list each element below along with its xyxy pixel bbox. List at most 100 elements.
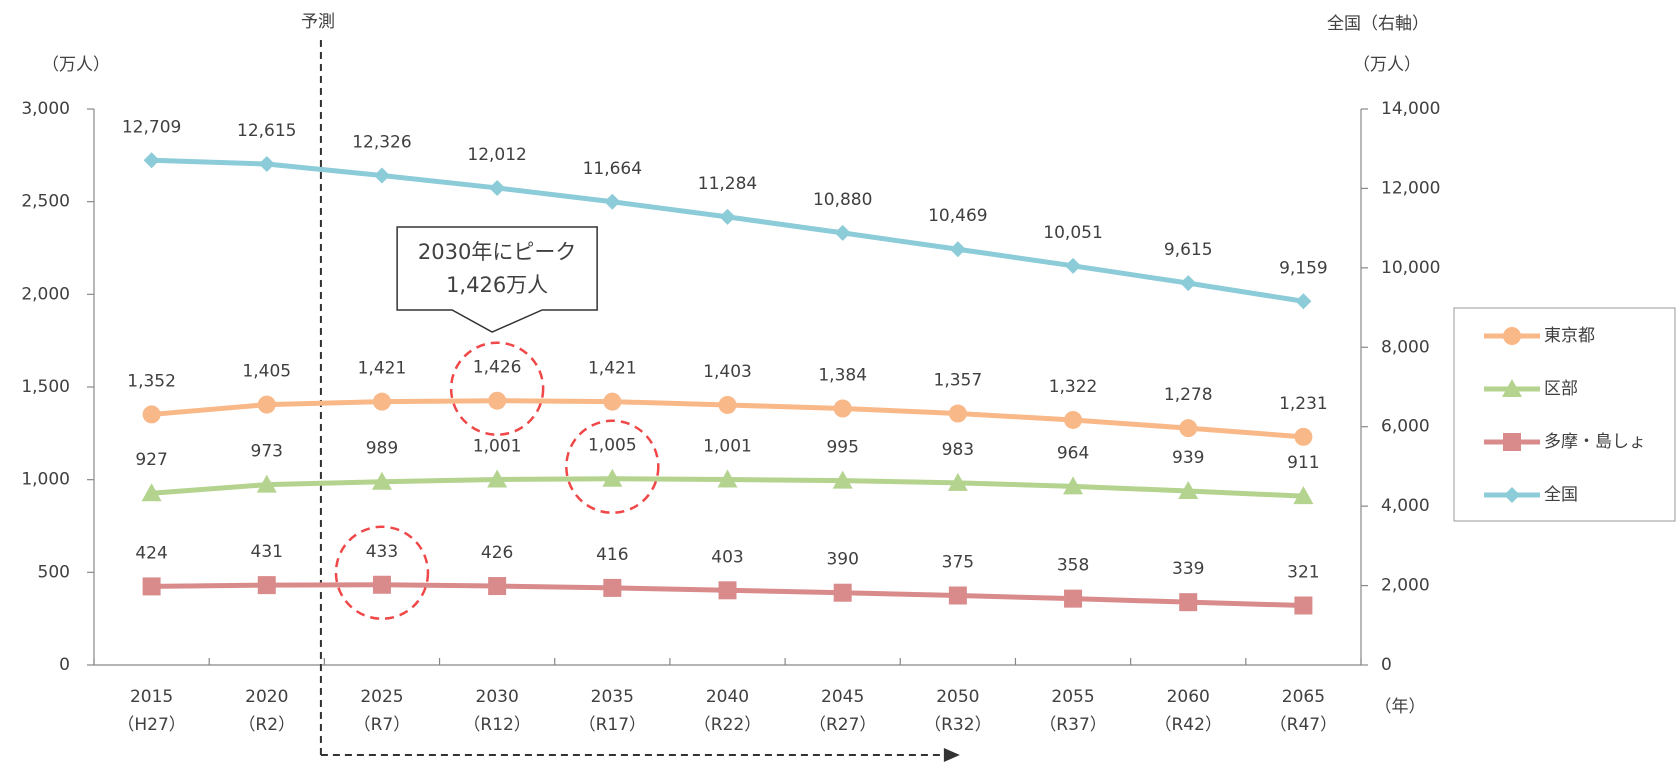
- data-point: [949, 241, 966, 258]
- data-label: 10,051: [1043, 223, 1102, 243]
- y-tick-label: 0: [59, 655, 70, 675]
- data-label: 12,709: [122, 117, 181, 137]
- x-axis-label: （年）: [1375, 697, 1426, 717]
- data-label: 424: [135, 543, 167, 563]
- data-label: 989: [366, 439, 398, 459]
- data-point: [143, 152, 160, 169]
- data-point: [833, 399, 852, 418]
- data-point: [947, 472, 968, 491]
- data-label: 426: [481, 543, 513, 563]
- data-point: [1179, 419, 1198, 438]
- x-tick-label: （R37）: [1039, 715, 1106, 735]
- x-tick-label: 2050: [936, 687, 979, 707]
- legend-box: [1453, 307, 1676, 522]
- data-label: 11,284: [698, 174, 757, 194]
- y2-tick-label: 2,000: [1381, 576, 1430, 596]
- y2-axis-label: （万人）: [1353, 55, 1421, 75]
- y2-tick-label: 0: [1381, 655, 1392, 675]
- data-label: 12,326: [352, 132, 411, 152]
- data-label: 390: [826, 550, 858, 570]
- data-point: [948, 586, 967, 605]
- data-label: 1,405: [242, 362, 291, 382]
- x-tick-label: （R32）: [924, 715, 991, 735]
- x-tick-label: 2035: [591, 687, 634, 707]
- data-point: [1065, 257, 1082, 274]
- data-label: 10,880: [813, 190, 872, 210]
- highlight-circle: [449, 341, 545, 436]
- data-label: 927: [135, 450, 167, 470]
- legend-label: 多摩・島しょ: [1544, 432, 1646, 452]
- data-label: 1,421: [358, 359, 407, 379]
- y-tick-label: 2,500: [21, 192, 70, 212]
- arrow-head: [943, 748, 960, 762]
- data-point: [719, 208, 736, 225]
- legend-marker: [1504, 487, 1520, 503]
- data-label: 416: [596, 545, 628, 565]
- data-point: [1064, 589, 1083, 608]
- data-point: [257, 576, 276, 595]
- data-label: 1,322: [1049, 377, 1098, 397]
- data-point: [1293, 486, 1314, 505]
- data-label: 964: [1057, 443, 1089, 463]
- data-label: 1,421: [588, 359, 637, 379]
- data-label: 431: [251, 542, 283, 562]
- data-point: [373, 167, 390, 184]
- data-point: [372, 392, 391, 411]
- legend-marker: [1502, 379, 1522, 397]
- x-tick-label: 2045: [821, 687, 864, 707]
- callout-text: 2030年にピーク: [418, 240, 576, 264]
- callout: [396, 226, 598, 333]
- data-label: 321: [1287, 563, 1319, 583]
- data-point: [833, 583, 852, 602]
- data-point: [604, 193, 621, 210]
- y2-tick-label: 8,000: [1381, 337, 1430, 357]
- data-point: [1180, 275, 1197, 292]
- legend-label: 東京都: [1544, 326, 1595, 346]
- y2-tick-label: 6,000: [1381, 417, 1430, 437]
- data-label: 1,352: [127, 371, 176, 391]
- data-point: [718, 581, 737, 600]
- data-label: 403: [711, 547, 743, 567]
- y-tick-label: 3,000: [21, 99, 70, 119]
- data-point: [488, 391, 507, 410]
- data-label: 1,005: [588, 436, 637, 456]
- data-label: 1,357: [934, 371, 983, 391]
- forecast-label: 予測: [301, 12, 335, 32]
- data-label: 358: [1057, 556, 1089, 576]
- data-point: [142, 405, 161, 424]
- x-tick-label: （H27）: [117, 715, 185, 735]
- legend-marker: [1503, 433, 1521, 451]
- data-point: [834, 224, 851, 241]
- y-tick-label: 1,500: [21, 377, 70, 397]
- x-tick-label: 2040: [706, 687, 749, 707]
- data-label: 1,384: [818, 365, 867, 385]
- data-point: [1295, 293, 1312, 310]
- data-label: 1,278: [1164, 385, 1213, 405]
- callout-text: 1,426万人: [446, 273, 548, 297]
- data-label: 1,426: [473, 358, 522, 378]
- y-tick-label: 1,000: [21, 470, 70, 490]
- x-tick-label: 2065: [1282, 687, 1325, 707]
- data-label: 983: [942, 440, 974, 460]
- data-point: [488, 577, 507, 596]
- legend-label: 全国: [1544, 485, 1578, 505]
- x-tick-label: （R27）: [809, 715, 876, 735]
- data-point: [1294, 427, 1313, 446]
- data-label: 9,615: [1164, 240, 1213, 260]
- data-label: 10,469: [928, 206, 987, 226]
- x-tick-label: （R12）: [463, 715, 530, 735]
- x-tick-label: （R22）: [694, 715, 761, 735]
- data-label: 375: [942, 553, 974, 573]
- data-point: [832, 470, 853, 489]
- data-point: [141, 483, 162, 502]
- data-label: 995: [826, 438, 858, 458]
- data-label: 939: [1172, 448, 1204, 468]
- x-tick-label: 2020: [245, 687, 288, 707]
- legend-marker: [1503, 327, 1521, 345]
- y-axis-label: （万人）: [42, 55, 110, 75]
- highlight-circle: [334, 525, 430, 621]
- x-tick-label: 2060: [1167, 687, 1210, 707]
- x-tick-label: （R7）: [354, 715, 411, 735]
- data-label: 339: [1172, 559, 1204, 579]
